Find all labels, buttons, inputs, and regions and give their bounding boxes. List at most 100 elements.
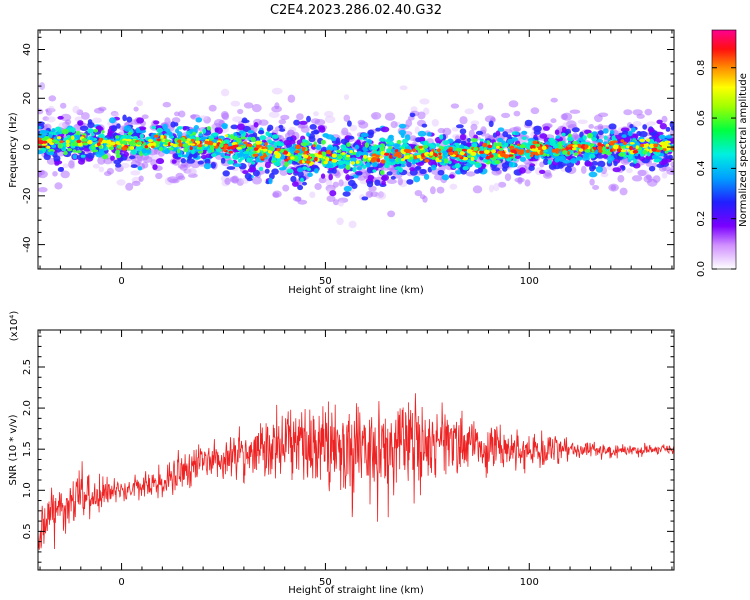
spectral-cell xyxy=(648,143,655,149)
spectral-cell xyxy=(301,147,306,150)
spectral-cell xyxy=(442,140,450,146)
spectral-cell xyxy=(384,112,396,121)
spectral-cell xyxy=(280,114,290,121)
spectral-cell xyxy=(498,147,504,151)
spectral-cell xyxy=(533,125,542,132)
spectral-cell xyxy=(342,191,351,197)
spectrogram-tick-labels: 0 50 100 -40 -20 0 20 40 xyxy=(22,43,539,287)
spectral-cell xyxy=(419,98,430,105)
spectral-cell xyxy=(120,162,130,169)
spectral-cell xyxy=(255,140,262,145)
spectral-cell xyxy=(517,151,524,155)
snr-frame xyxy=(37,329,675,571)
spectral-cell xyxy=(174,111,180,117)
spectral-cell xyxy=(358,136,364,140)
spectral-cell xyxy=(631,175,643,182)
spectral-cell xyxy=(578,148,584,152)
spectral-cell xyxy=(530,144,536,150)
spectral-cell xyxy=(547,159,552,165)
spectral-cell xyxy=(206,126,212,131)
spectral-cell xyxy=(290,175,297,183)
spectral-cell xyxy=(81,112,90,120)
spectral-cell xyxy=(645,143,649,147)
spectral-cell xyxy=(309,153,315,157)
spectral-cell xyxy=(364,142,370,148)
spectral-cell xyxy=(498,181,507,188)
spectral-cell xyxy=(171,159,177,164)
spectral-cell xyxy=(123,151,129,158)
spectral-cell xyxy=(406,161,412,168)
spectral-cell xyxy=(262,148,268,152)
spectral-cell xyxy=(352,166,357,173)
spectral-cell xyxy=(232,155,239,160)
spectral-cell xyxy=(603,135,608,140)
spectral-cell xyxy=(269,146,275,152)
snr-panel: 0 50 100 0.5 1.0 1.5 2.0 2.5 Height of straight… xyxy=(8,311,675,596)
spectral-cell xyxy=(546,153,550,157)
spectral-cell xyxy=(282,150,289,155)
spectral-cell xyxy=(620,146,626,149)
snr-line xyxy=(38,393,674,550)
spectral-cell xyxy=(154,140,161,145)
spectral-cell xyxy=(423,173,430,180)
snr-ticks xyxy=(38,330,674,570)
spectral-cell xyxy=(145,149,152,154)
spectral-cell xyxy=(189,129,193,134)
spectral-cell xyxy=(620,143,624,147)
spectral-cell xyxy=(502,166,508,172)
spectral-cell xyxy=(370,191,379,197)
spectral-cell xyxy=(278,167,286,171)
spectral-cell xyxy=(290,156,295,160)
spectral-cell xyxy=(367,174,374,181)
spectral-cell xyxy=(562,150,568,155)
spectral-cell xyxy=(438,152,442,156)
spectral-cell xyxy=(86,152,95,159)
y-tick-label: 2.0 xyxy=(22,400,33,416)
spectral-cell xyxy=(47,138,53,143)
spectral-cell xyxy=(62,163,69,169)
spectral-cell xyxy=(416,154,421,159)
spectral-cell xyxy=(227,160,235,165)
spectral-cell xyxy=(659,141,666,146)
spectral-cell xyxy=(670,161,674,168)
spectral-cell xyxy=(435,157,440,162)
spectral-cell xyxy=(362,165,367,169)
spectral-cell xyxy=(581,165,587,174)
spectral-cell xyxy=(141,161,149,169)
spectral-cell xyxy=(87,119,93,125)
spectral-cell xyxy=(638,147,642,151)
spectral-cell xyxy=(659,123,667,130)
spectral-cell xyxy=(507,154,514,157)
spectral-cell xyxy=(276,148,281,152)
spectral-cell xyxy=(576,156,583,161)
spectral-cell xyxy=(365,162,371,168)
spectral-cell xyxy=(602,128,609,134)
spectral-cell xyxy=(561,132,566,137)
spectral-cell xyxy=(115,141,120,145)
spectral-cell xyxy=(349,150,353,154)
spectral-cell xyxy=(255,157,260,163)
spectral-cell xyxy=(334,171,341,179)
spectral-cell xyxy=(622,141,627,145)
spectral-cell xyxy=(573,152,579,157)
spectral-cell xyxy=(645,174,652,181)
spectral-cell xyxy=(400,132,405,138)
spectral-cell xyxy=(347,120,352,127)
spectral-cell xyxy=(386,179,397,184)
spectral-cell xyxy=(606,155,615,162)
spectral-cell xyxy=(591,131,598,136)
spectral-cell xyxy=(459,151,465,156)
spectral-cell xyxy=(388,154,393,159)
spectral-cell xyxy=(589,143,595,147)
spectral-cell xyxy=(515,149,520,152)
spectrogram-ticks xyxy=(38,30,674,270)
spectral-cell xyxy=(309,191,316,199)
spectral-cell xyxy=(533,130,541,135)
spectral-cell xyxy=(264,168,270,174)
spectral-cell xyxy=(243,102,254,109)
spectral-cell xyxy=(295,144,301,149)
spectral-cell xyxy=(332,146,338,151)
spectral-cell xyxy=(57,115,64,120)
spectral-cell xyxy=(431,119,439,127)
